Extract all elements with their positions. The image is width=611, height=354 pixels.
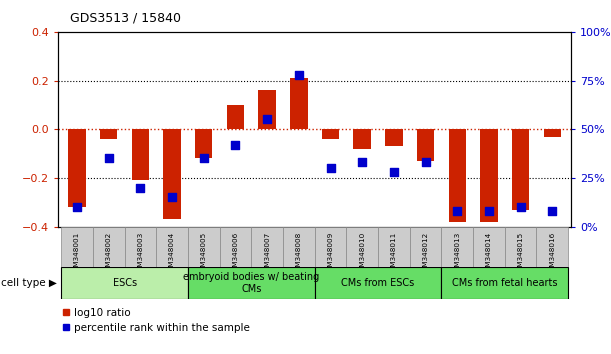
Bar (258, 90, 276, 129)
Text: GSM348008: GSM348008 (296, 232, 302, 276)
Text: GSM348004: GSM348004 (169, 232, 175, 276)
Bar (132, 129, 149, 180)
Point (230, 142, 240, 148)
Point (484, 208, 494, 214)
Point (420, 160, 430, 165)
Bar (322, 129, 339, 139)
Point (104, 156, 114, 161)
Point (199, 156, 209, 161)
Bar (188, 267, 315, 299)
Bar (315, 267, 441, 299)
Text: GSM348002: GSM348002 (106, 232, 112, 276)
Text: GSM348015: GSM348015 (518, 232, 524, 276)
Bar (512, 129, 529, 210)
Point (357, 160, 367, 165)
Bar (473, 227, 505, 267)
Text: GSM348014: GSM348014 (486, 232, 492, 276)
Bar (385, 129, 403, 146)
Point (326, 165, 335, 171)
Point (294, 72, 304, 78)
Bar (480, 129, 497, 222)
Bar (125, 227, 156, 267)
Bar (251, 227, 283, 267)
Bar (195, 129, 213, 159)
Text: GSM348003: GSM348003 (137, 232, 144, 276)
Text: GSM348012: GSM348012 (423, 232, 428, 276)
Bar (156, 227, 188, 267)
Text: GSM348013: GSM348013 (454, 232, 460, 276)
Text: GDS3513 / 15840: GDS3513 / 15840 (70, 12, 181, 25)
Bar (346, 227, 378, 267)
Bar (410, 227, 441, 267)
Bar (378, 227, 410, 267)
Text: GSM348005: GSM348005 (201, 232, 207, 276)
Bar (100, 129, 117, 139)
Bar (536, 227, 568, 267)
Legend: log10 ratio, percentile rank within the sample: log10 ratio, percentile rank within the … (64, 308, 249, 333)
Bar (441, 267, 568, 299)
Bar (219, 227, 251, 267)
Text: GSM348016: GSM348016 (549, 232, 555, 276)
Bar (227, 105, 244, 129)
Bar (417, 129, 434, 161)
Bar (163, 129, 181, 219)
Point (72, 204, 82, 210)
Bar (283, 227, 315, 267)
Bar (544, 129, 561, 137)
Text: CMs from ESCs: CMs from ESCs (342, 278, 415, 288)
Text: embryoid bodies w/ beating
CMs: embryoid bodies w/ beating CMs (183, 272, 320, 294)
Text: ESCs: ESCs (112, 278, 137, 288)
Bar (448, 129, 466, 222)
Text: GSM348001: GSM348001 (74, 232, 80, 276)
Point (516, 204, 525, 210)
Bar (93, 227, 125, 267)
Point (389, 169, 399, 175)
Text: cell type ▶: cell type ▶ (1, 278, 56, 288)
Bar (61, 267, 188, 299)
Text: CMs from fetal hearts: CMs from fetal hearts (452, 278, 557, 288)
Point (547, 208, 557, 214)
Bar (441, 227, 473, 267)
Text: GSM348011: GSM348011 (391, 232, 397, 276)
Text: GSM348009: GSM348009 (327, 232, 334, 276)
Text: GSM348006: GSM348006 (232, 232, 238, 276)
Point (167, 195, 177, 200)
Bar (68, 129, 86, 207)
Point (136, 185, 145, 190)
Bar (505, 227, 536, 267)
Bar (354, 129, 371, 149)
Bar (315, 227, 346, 267)
Bar (188, 227, 219, 267)
Bar (290, 78, 307, 129)
Text: GSM348010: GSM348010 (359, 232, 365, 276)
Point (262, 117, 272, 122)
Text: GSM348007: GSM348007 (264, 232, 270, 276)
Point (452, 208, 462, 214)
Bar (61, 227, 93, 267)
